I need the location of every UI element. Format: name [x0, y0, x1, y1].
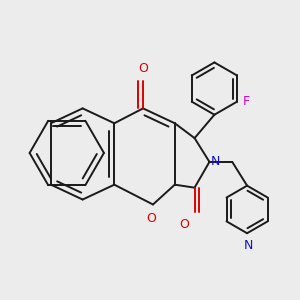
Text: N: N — [211, 155, 220, 168]
Text: O: O — [179, 218, 189, 231]
Text: F: F — [242, 95, 250, 108]
Text: O: O — [146, 212, 156, 225]
Text: N: N — [244, 238, 253, 252]
Text: O: O — [138, 62, 148, 75]
